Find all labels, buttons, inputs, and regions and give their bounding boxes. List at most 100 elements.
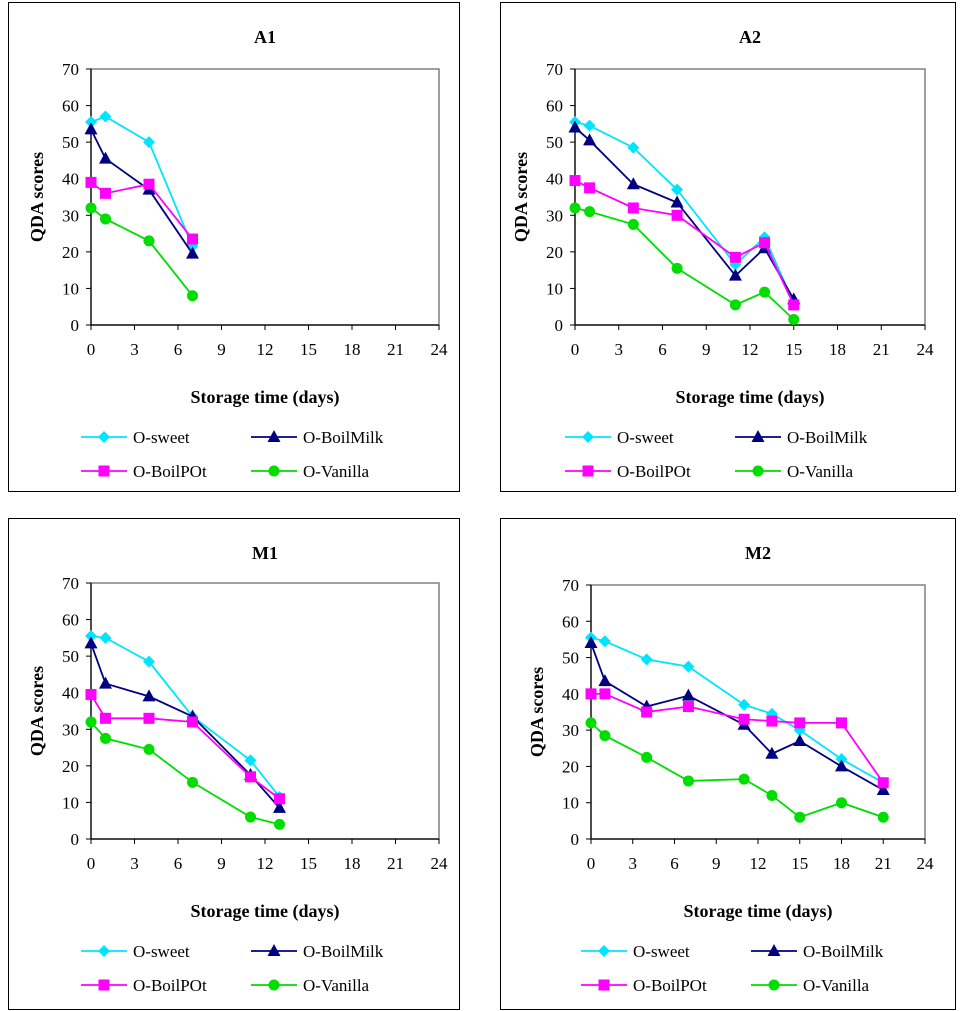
- data-point: [766, 789, 778, 801]
- x-axis-label: Storage time (days): [191, 387, 340, 408]
- y-tick-label: 70: [62, 574, 79, 593]
- data-point: [99, 110, 112, 123]
- legend-marker: [751, 430, 765, 442]
- x-tick-label: 0: [587, 854, 596, 873]
- y-tick-label: 50: [562, 649, 579, 668]
- y-tick-label: 10: [546, 279, 563, 298]
- x-tick-label: 0: [571, 340, 580, 359]
- data-point: [142, 689, 156, 702]
- data-point: [640, 653, 653, 666]
- data-point: [598, 635, 611, 648]
- x-axis-label: Storage time (days): [684, 901, 833, 922]
- legend-label: O-sweet: [617, 428, 674, 447]
- legend-item: O-sweet: [81, 428, 190, 447]
- legend-marker: [268, 465, 280, 477]
- legend-label: O-BoilMilk: [303, 428, 384, 447]
- series-o-vanilla: [85, 202, 198, 302]
- x-tick-label: 24: [917, 340, 935, 359]
- data-point: [759, 237, 771, 249]
- data-point: [877, 811, 889, 823]
- x-tick-label: 3: [615, 340, 624, 359]
- series-o-boilpot: [569, 175, 800, 311]
- x-tick-label: 18: [344, 340, 361, 359]
- data-point: [274, 818, 285, 830]
- data-point: [793, 724, 806, 737]
- x-tick-label: 18: [829, 340, 846, 359]
- data-point: [766, 715, 778, 727]
- x-tick-label: 12: [742, 340, 759, 359]
- legend-marker: [598, 945, 610, 957]
- legend-label: O-BoilPOt: [617, 462, 691, 481]
- chart-title: M2: [745, 543, 771, 563]
- legend-item: O-sweet: [81, 942, 190, 961]
- legend-label: O-sweet: [133, 428, 190, 447]
- y-tick-label: 10: [62, 279, 79, 298]
- x-tick-label: 9: [712, 854, 721, 873]
- series-o-vanilla: [85, 716, 285, 830]
- legend-item: O-BoilMilk: [751, 942, 884, 961]
- series-o-boilpot: [85, 689, 285, 805]
- data-point: [641, 706, 653, 718]
- x-tick-label: 18: [344, 854, 361, 873]
- data-point: [186, 246, 199, 259]
- data-point: [584, 182, 596, 194]
- data-point: [100, 213, 111, 225]
- x-axis-label: Storage time (days): [191, 901, 340, 922]
- y-tick-label: 30: [62, 720, 79, 739]
- y-axis-label: QDA scores: [527, 667, 547, 757]
- data-point: [569, 175, 581, 187]
- x-tick-label: 6: [174, 854, 183, 873]
- data-point: [143, 743, 155, 755]
- y-tick-label: 60: [562, 612, 579, 631]
- data-point: [682, 701, 694, 713]
- data-point: [671, 262, 683, 274]
- y-tick-label: 50: [62, 133, 79, 152]
- chart-panel-m2: M2 0 10 20 30 40 50 60 70 0 3 6 9 12 15 18 21 24 Storage t…: [500, 518, 956, 1010]
- series-o-boilmilk: [568, 120, 801, 305]
- legend-marker: [582, 465, 594, 477]
- data-point: [143, 712, 155, 724]
- legend-item: O-BoilPOt: [81, 462, 207, 481]
- data-point: [835, 759, 848, 772]
- y-tick-label: 40: [562, 685, 579, 704]
- series-o-boilmilk: [84, 636, 286, 813]
- x-tick-label: 24: [431, 340, 449, 359]
- legend-label: O-BoilPOt: [133, 976, 207, 995]
- series-line: [90, 694, 281, 800]
- data-point: [835, 753, 848, 766]
- legend-item: O-BoilMilk: [251, 942, 384, 961]
- y-tick-label: 30: [62, 206, 79, 225]
- x-tick-label: 6: [174, 340, 183, 359]
- y-tick-label: 60: [62, 97, 79, 116]
- data-point: [583, 133, 597, 146]
- legend-marker: [98, 979, 110, 991]
- y-tick-label: 20: [62, 243, 79, 262]
- chart-panel-m1: M1 0 10 20 30 40 50 60 70 0 3 6 9 12 15 18 21 24 Storage t…: [8, 518, 460, 1010]
- y-tick-label: 0: [571, 830, 580, 849]
- y-tick-label: 70: [546, 60, 563, 79]
- legend-marker: [98, 431, 110, 443]
- y-tick-label: 50: [62, 647, 79, 666]
- legend-label: O-sweet: [633, 942, 690, 961]
- series-line: [90, 115, 194, 247]
- x-tick-label: 18: [833, 854, 850, 873]
- x-tick-label: 3: [629, 854, 638, 873]
- y-tick-label: 60: [62, 611, 79, 630]
- y-axis-label: QDA scores: [27, 152, 47, 242]
- series-line: [90, 207, 194, 297]
- data-point: [84, 636, 98, 649]
- data-point: [244, 754, 257, 767]
- data-point: [671, 209, 683, 221]
- legend-marker: [98, 465, 110, 477]
- data-point: [836, 797, 847, 809]
- series-o-vanilla: [569, 202, 800, 326]
- x-tick-label: 15: [785, 340, 802, 359]
- y-tick-label: 40: [62, 684, 79, 703]
- y-axis-label: QDA scores: [27, 666, 47, 756]
- legend-marker: [268, 979, 280, 991]
- chart-svg: M2 0 10 20 30 40 50 60 70 0 3 6 9 12 15 18 21 24 Storage t…: [527, 543, 934, 995]
- data-point: [738, 713, 750, 725]
- legend-label: O-BoilPOt: [633, 976, 707, 995]
- data-point: [584, 636, 598, 649]
- y-tick-label: 60: [546, 97, 563, 116]
